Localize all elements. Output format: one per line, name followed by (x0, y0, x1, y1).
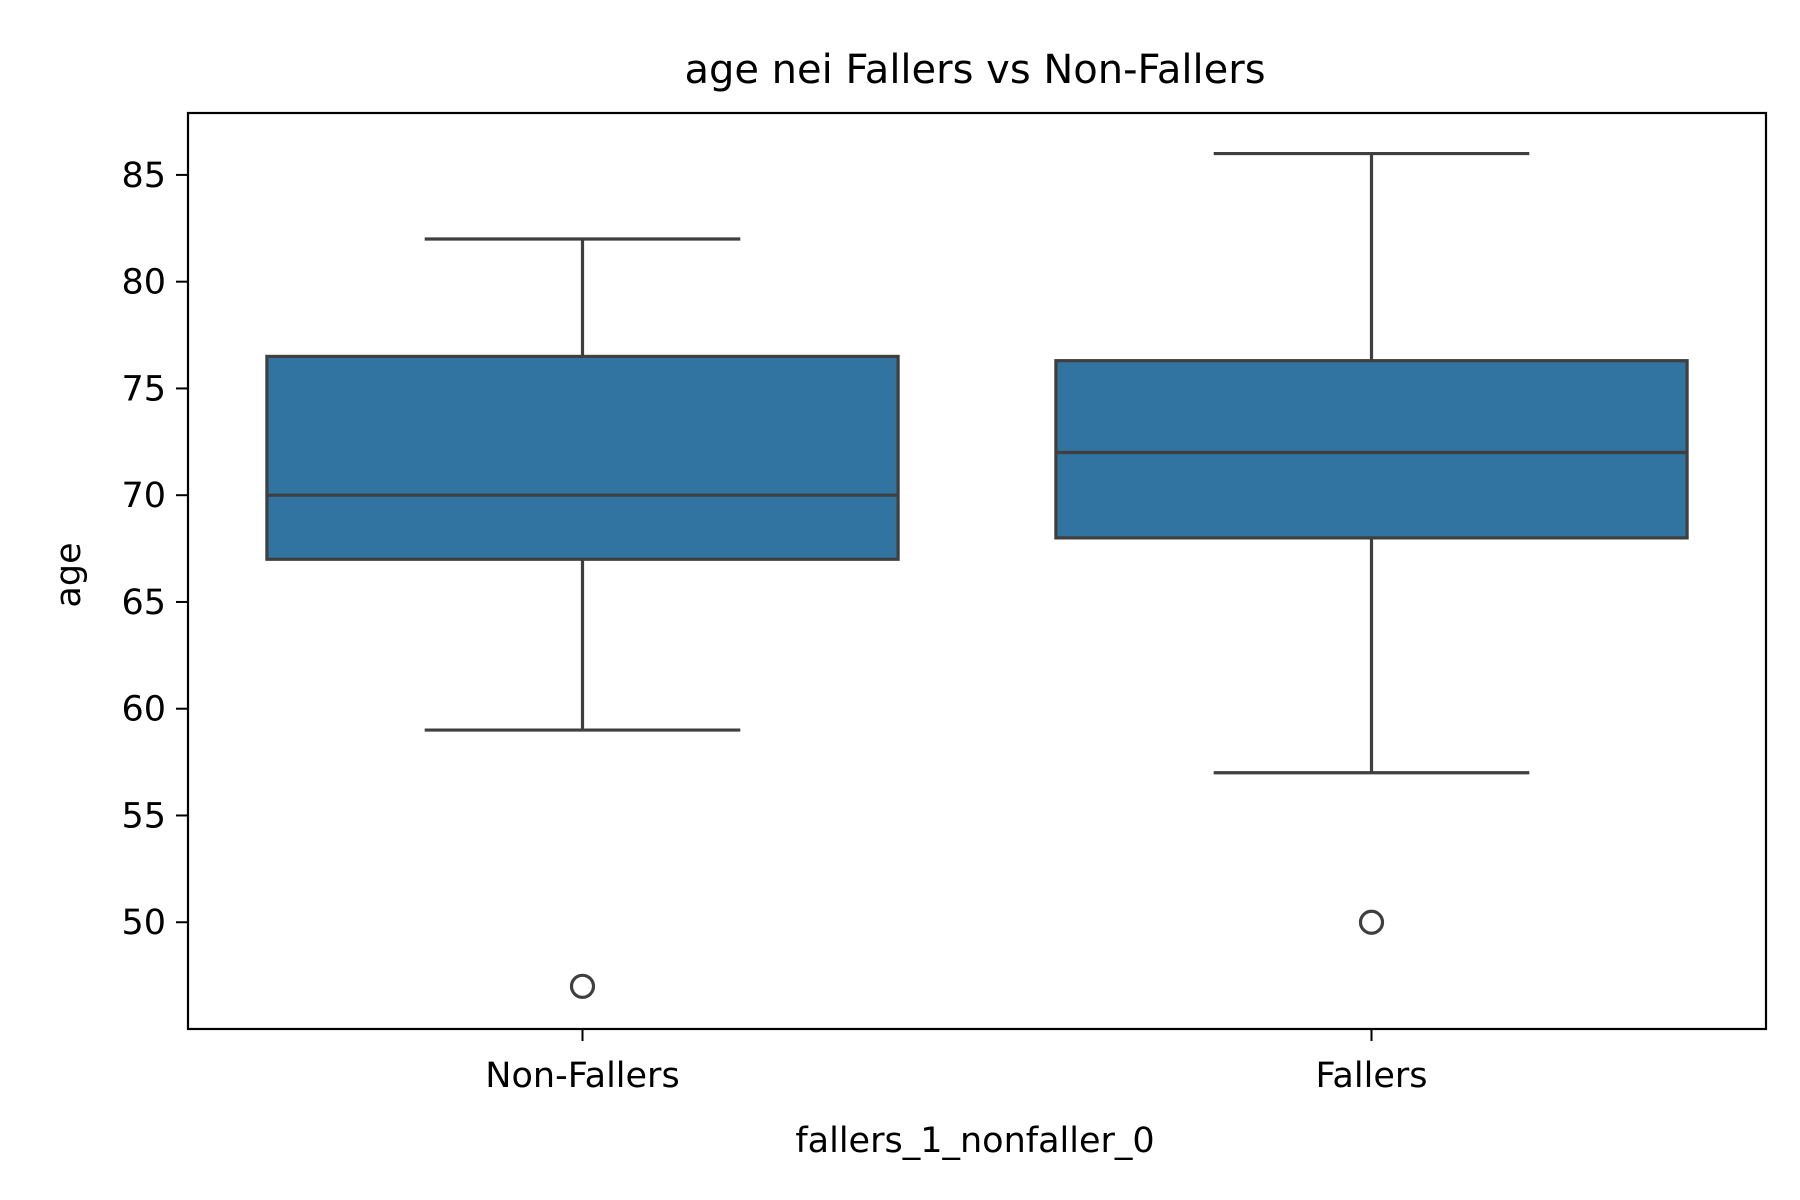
y-tick-label: 60 (121, 690, 166, 730)
plot-area: 50 55 60 65 70 75 80 85 Non-Fallers Fallers (121, 111, 1768, 1096)
y-tick-label: 85 (121, 156, 166, 196)
y-tick-label: 65 (121, 583, 166, 623)
x-tick-label: Fallers (1316, 1056, 1428, 1096)
chart-title: age nei Fallers vs Non-Fallers (684, 47, 1265, 93)
y-tick-label: 70 (121, 476, 166, 516)
y-tick-label: 50 (121, 903, 166, 943)
axes-frame (186, 111, 1768, 1031)
x-tick-label: Non-Fallers (485, 1056, 679, 1096)
box-non-fallers (265, 354, 900, 561)
outlier-non-fallers (569, 973, 596, 999)
x-axis-label: fallers_1_nonfaller_0 (795, 1121, 1154, 1161)
y-tick-label: 55 (121, 796, 166, 836)
y-tick-label: 75 (121, 369, 166, 409)
y-axis-label: age (49, 542, 89, 607)
y-tick-label: 80 (121, 263, 166, 303)
outlier-fallers (1358, 909, 1385, 935)
box-fallers (1054, 359, 1689, 540)
